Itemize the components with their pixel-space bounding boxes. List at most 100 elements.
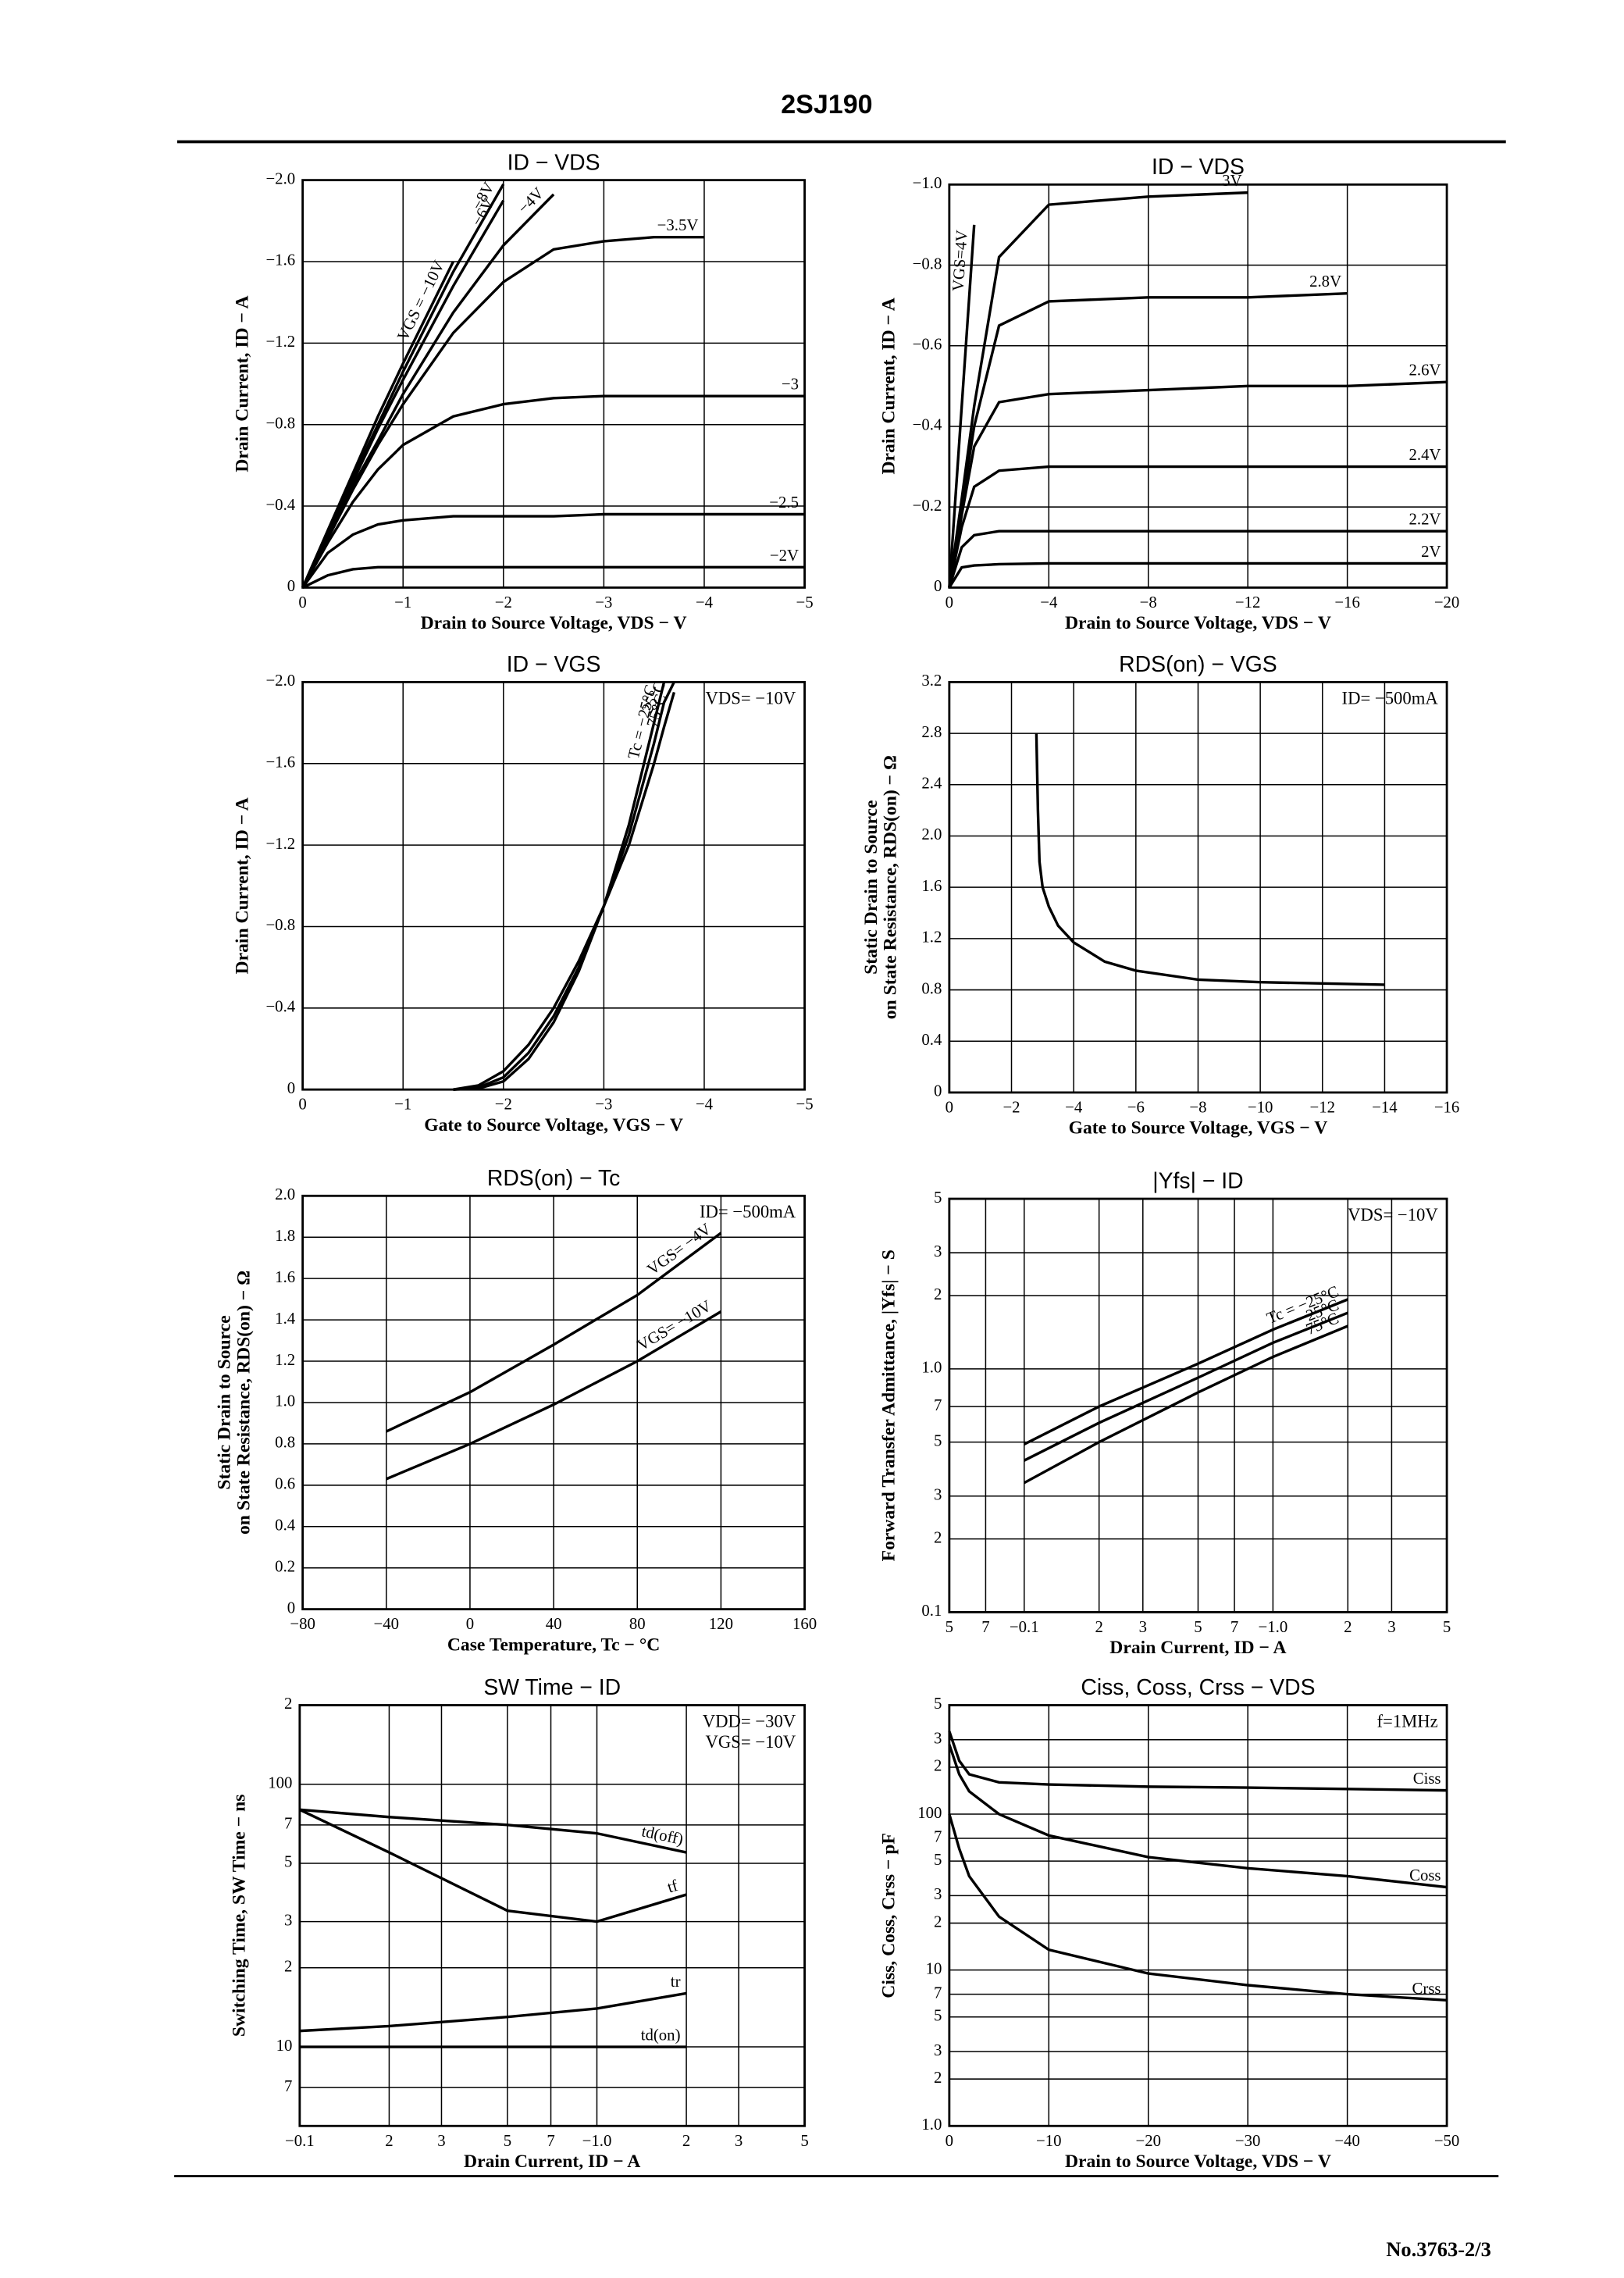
- y-tick-label: 5: [934, 1431, 942, 1449]
- curve-label: 2.4V: [1409, 446, 1441, 464]
- x-tick-label: 3: [1139, 1618, 1147, 1636]
- curve: [1023, 1324, 1348, 1485]
- y-tick-label: 2: [934, 2069, 942, 2087]
- y-tick-label: 7: [934, 1828, 942, 1846]
- y-tick-label: −1.0: [913, 174, 942, 192]
- curve: [948, 1813, 1448, 2002]
- curve: [386, 1232, 722, 1433]
- y-tick-label: 7: [284, 2077, 292, 2095]
- y-tick-label: 3: [284, 1911, 292, 1929]
- y-tick-label: −0.8: [265, 916, 295, 934]
- x-tick-label: 40: [546, 1615, 562, 1633]
- curve: [301, 235, 704, 589]
- x-tick-label: −3: [595, 594, 612, 611]
- y-tick-label: 1.2: [921, 929, 942, 946]
- x-tick-label: −20: [1135, 2132, 1161, 2150]
- y-tick-label: 1.4: [275, 1310, 296, 1328]
- y-tick-label: −0.8: [913, 255, 942, 273]
- curve: [301, 565, 805, 589]
- x-tick-label: −14: [1372, 1099, 1398, 1117]
- curve: [299, 1991, 687, 2033]
- x-tick-label: 3: [437, 2132, 445, 2150]
- curve: [948, 561, 1448, 589]
- y-tick-label: 2: [934, 1757, 942, 1775]
- x-tick-label: 2: [1344, 1618, 1352, 1636]
- y-tick-label: −1.2: [265, 835, 295, 853]
- x-tick-label: −30: [1235, 2132, 1261, 2150]
- x-tick-label: −4: [696, 594, 714, 611]
- x-tick-label: 5: [800, 2132, 808, 2150]
- x-tick-label: 160: [792, 1615, 817, 1633]
- x-tick-label: 3: [1387, 1618, 1395, 1636]
- y-tick-label: 3: [934, 1242, 942, 1260]
- curve-label: −3.5V: [657, 216, 699, 234]
- y-tick-label: 1.0: [275, 1392, 295, 1410]
- curve-label: Crss: [1412, 1980, 1441, 1998]
- chart-title: RDS(on) − Tc: [487, 1166, 621, 1191]
- y-tick-label: −0.6: [913, 336, 942, 354]
- chart-title: SW Time − ID: [483, 1675, 621, 1700]
- y-tick-label: −0.4: [913, 416, 942, 434]
- x-tick-label: 7: [547, 2132, 554, 2150]
- annotation: VDS= −10V: [706, 688, 796, 708]
- curve: [948, 224, 976, 588]
- annotation: VGS= −10V: [706, 1732, 796, 1752]
- annotation: VDS= −10V: [1348, 1205, 1438, 1225]
- annotation: VDD= −30V: [703, 1711, 796, 1731]
- chart-title: ID − VDS: [508, 150, 600, 175]
- curve-label: 3V: [1222, 172, 1241, 190]
- x-tick-label: −1: [394, 594, 411, 611]
- y-tick-label: 7: [934, 1396, 942, 1414]
- chart-title: |Yfs| − ID: [1152, 1169, 1243, 1194]
- y-tick-label: −0.4: [265, 496, 295, 514]
- annotation: ID= −500mA: [700, 1202, 796, 1221]
- curve-label: −2V: [770, 547, 799, 565]
- curve: [948, 465, 1448, 588]
- y-tick-label: 10: [276, 2037, 293, 2055]
- plot-frame: [948, 1704, 1448, 2127]
- x-tick-label: −2: [495, 1096, 512, 1114]
- y-tick-label: 0.1: [921, 1602, 942, 1620]
- y-tick-label: −2.0: [265, 672, 295, 690]
- x-tick-label: −50: [1434, 2132, 1460, 2150]
- x-tick-label: 7: [1230, 1618, 1238, 1636]
- y-tick-label: 2: [934, 1528, 942, 1546]
- y-tick-label: 0.4: [921, 1031, 942, 1049]
- curve: [453, 691, 676, 1091]
- x-tick-label: −5: [796, 594, 813, 611]
- y-axis-label: Static Drain to Source: [861, 800, 881, 975]
- x-tick-label: −1.0: [1259, 1618, 1288, 1636]
- plot-frame: [298, 1704, 806, 2127]
- y-tick-label: 2: [934, 1285, 942, 1303]
- curve-label: 2V: [1421, 543, 1441, 561]
- y-tick-label: 0.8: [921, 979, 942, 997]
- y-tick-label: 7: [934, 1984, 942, 2002]
- x-tick-label: 7: [981, 1618, 989, 1636]
- curve: [948, 1744, 1448, 1889]
- curve: [948, 1731, 1448, 1792]
- y-tick-label: 2.0: [275, 1185, 295, 1203]
- x-tick-label: 2: [682, 2132, 690, 2150]
- y-axis-label: Static Drain to Source: [215, 1315, 235, 1489]
- x-tick-label: −0.1: [1010, 1618, 1039, 1636]
- x-axis-label: Drain to Source Voltage, VDS − V: [421, 613, 687, 633]
- y-tick-label: 5: [934, 1189, 942, 1207]
- y-tick-label: 3: [934, 1730, 942, 1748]
- y-tick-label: 5: [934, 2007, 942, 2025]
- x-tick-label: −8: [1189, 1099, 1206, 1117]
- x-tick-label: −4: [1065, 1099, 1083, 1117]
- plot-frame: [948, 1197, 1448, 1613]
- curve-label: td(on): [641, 2027, 681, 2044]
- x-tick-label: −16: [1334, 594, 1360, 611]
- x-axis-label: Gate to Source Voltage, VGS − V: [1069, 1118, 1328, 1139]
- y-tick-label: −0.2: [913, 497, 942, 515]
- x-tick-label: −40: [1334, 2132, 1360, 2150]
- y-tick-label: 0.2: [275, 1557, 295, 1575]
- x-axis-label: Gate to Source Voltage, VGS − V: [424, 1115, 683, 1135]
- y-tick-label: 1.6: [275, 1268, 295, 1286]
- y-tick-label: 1.6: [921, 877, 942, 895]
- y-tick-label: −1.2: [265, 333, 295, 351]
- x-tick-label: −20: [1434, 594, 1460, 611]
- x-tick-label: 0: [946, 1099, 953, 1117]
